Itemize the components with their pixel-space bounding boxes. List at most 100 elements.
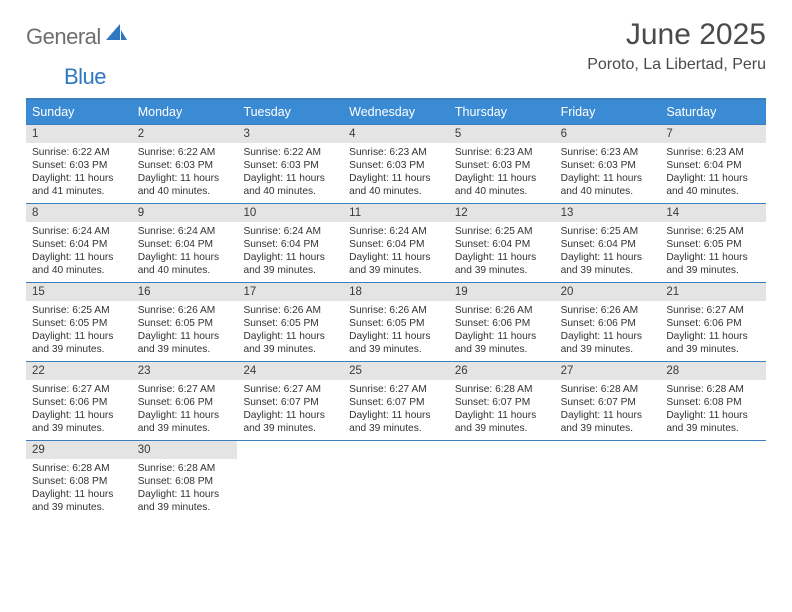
day-number: 18 — [343, 283, 449, 301]
day-number: 12 — [449, 204, 555, 222]
sunrise-text: Sunrise: 6:25 AM — [32, 304, 126, 317]
week-row: 22Sunrise: 6:27 AMSunset: 6:06 PMDayligh… — [26, 361, 766, 440]
day-body: Sunrise: 6:27 AMSunset: 6:06 PMDaylight:… — [132, 380, 238, 439]
day-number: 16 — [132, 283, 238, 301]
day-number: 15 — [26, 283, 132, 301]
sunset-text: Sunset: 6:06 PM — [138, 396, 232, 409]
daylight-line1: Daylight: 11 hours — [32, 409, 126, 422]
sunrise-text: Sunrise: 6:28 AM — [138, 462, 232, 475]
day-body: Sunrise: 6:24 AMSunset: 6:04 PMDaylight:… — [26, 222, 132, 281]
week-row: 29Sunrise: 6:28 AMSunset: 6:08 PMDayligh… — [26, 440, 766, 519]
day-number: 14 — [660, 204, 766, 222]
day-body: Sunrise: 6:25 AMSunset: 6:04 PMDaylight:… — [449, 222, 555, 281]
daylight-line2: and 40 minutes. — [243, 185, 337, 198]
day-cell: 2Sunrise: 6:22 AMSunset: 6:03 PMDaylight… — [132, 125, 238, 203]
daylight-line1: Daylight: 11 hours — [138, 330, 232, 343]
day-body: Sunrise: 6:26 AMSunset: 6:05 PMDaylight:… — [132, 301, 238, 360]
day-number: 10 — [237, 204, 343, 222]
sunset-text: Sunset: 6:04 PM — [561, 238, 655, 251]
sunset-text: Sunset: 6:03 PM — [32, 159, 126, 172]
day-body: Sunrise: 6:22 AMSunset: 6:03 PMDaylight:… — [132, 143, 238, 202]
daylight-line1: Daylight: 11 hours — [243, 330, 337, 343]
daylight-line2: and 39 minutes. — [138, 422, 232, 435]
daylight-line2: and 39 minutes. — [243, 264, 337, 277]
sunset-text: Sunset: 6:04 PM — [455, 238, 549, 251]
sunset-text: Sunset: 6:06 PM — [455, 317, 549, 330]
daylight-line2: and 39 minutes. — [666, 343, 760, 356]
sunset-text: Sunset: 6:07 PM — [561, 396, 655, 409]
day-cell: 14Sunrise: 6:25 AMSunset: 6:05 PMDayligh… — [660, 204, 766, 282]
day-number: 5 — [449, 125, 555, 143]
day-cell: 6Sunrise: 6:23 AMSunset: 6:03 PMDaylight… — [555, 125, 661, 203]
sunrise-text: Sunrise: 6:28 AM — [666, 383, 760, 396]
page: General June 2025 Poroto, La Libertad, P… — [0, 0, 792, 529]
day-cell: 10Sunrise: 6:24 AMSunset: 6:04 PMDayligh… — [237, 204, 343, 282]
sunset-text: Sunset: 6:06 PM — [32, 396, 126, 409]
daylight-line2: and 40 minutes. — [455, 185, 549, 198]
weeks-container: 1Sunrise: 6:22 AMSunset: 6:03 PMDaylight… — [26, 124, 766, 519]
sunset-text: Sunset: 6:07 PM — [455, 396, 549, 409]
daylight-line1: Daylight: 11 hours — [455, 251, 549, 264]
day-number: 3 — [237, 125, 343, 143]
daylight-line1: Daylight: 11 hours — [32, 330, 126, 343]
day-body: Sunrise: 6:26 AMSunset: 6:06 PMDaylight:… — [449, 301, 555, 360]
daylight-line2: and 39 minutes. — [243, 422, 337, 435]
sunset-text: Sunset: 6:05 PM — [243, 317, 337, 330]
sunrise-text: Sunrise: 6:23 AM — [666, 146, 760, 159]
brand-logo: General — [26, 18, 130, 50]
weekday-header: Sunday — [26, 100, 132, 124]
daylight-line2: and 39 minutes. — [32, 501, 126, 514]
daylight-line2: and 39 minutes. — [32, 343, 126, 356]
daylight-line1: Daylight: 11 hours — [243, 409, 337, 422]
daylight-line2: and 39 minutes. — [561, 422, 655, 435]
day-number: 11 — [343, 204, 449, 222]
day-number: 13 — [555, 204, 661, 222]
day-body: Sunrise: 6:27 AMSunset: 6:06 PMDaylight:… — [660, 301, 766, 360]
daylight-line1: Daylight: 11 hours — [455, 330, 549, 343]
day-body: Sunrise: 6:26 AMSunset: 6:06 PMDaylight:… — [555, 301, 661, 360]
weekday-header: Saturday — [660, 100, 766, 124]
daylight-line1: Daylight: 11 hours — [666, 409, 760, 422]
day-body: Sunrise: 6:25 AMSunset: 6:04 PMDaylight:… — [555, 222, 661, 281]
daylight-line2: and 39 minutes. — [32, 422, 126, 435]
sunrise-text: Sunrise: 6:28 AM — [455, 383, 549, 396]
month-title: June 2025 — [587, 18, 766, 52]
sunset-text: Sunset: 6:04 PM — [138, 238, 232, 251]
day-cell: 29Sunrise: 6:28 AMSunset: 6:08 PMDayligh… — [26, 441, 132, 519]
daylight-line1: Daylight: 11 hours — [138, 251, 232, 264]
weekday-header-row: SundayMondayTuesdayWednesdayThursdayFrid… — [26, 100, 766, 124]
daylight-line1: Daylight: 11 hours — [32, 488, 126, 501]
daylight-line2: and 40 minutes. — [561, 185, 655, 198]
daylight-line1: Daylight: 11 hours — [666, 330, 760, 343]
sunrise-text: Sunrise: 6:24 AM — [138, 225, 232, 238]
sunrise-text: Sunrise: 6:23 AM — [349, 146, 443, 159]
sunrise-text: Sunrise: 6:24 AM — [243, 225, 337, 238]
daylight-line1: Daylight: 11 hours — [455, 409, 549, 422]
day-cell: 26Sunrise: 6:28 AMSunset: 6:07 PMDayligh… — [449, 362, 555, 440]
sunrise-text: Sunrise: 6:26 AM — [243, 304, 337, 317]
day-body: Sunrise: 6:23 AMSunset: 6:03 PMDaylight:… — [555, 143, 661, 202]
daylight-line1: Daylight: 11 hours — [349, 172, 443, 185]
daylight-line2: and 39 minutes. — [349, 343, 443, 356]
weekday-header: Tuesday — [237, 100, 343, 124]
day-body: Sunrise: 6:26 AMSunset: 6:05 PMDaylight:… — [237, 301, 343, 360]
week-row: 15Sunrise: 6:25 AMSunset: 6:05 PMDayligh… — [26, 282, 766, 361]
day-number: 8 — [26, 204, 132, 222]
day-body: Sunrise: 6:28 AMSunset: 6:08 PMDaylight:… — [132, 459, 238, 518]
day-number: 7 — [660, 125, 766, 143]
day-cell: 7Sunrise: 6:23 AMSunset: 6:04 PMDaylight… — [660, 125, 766, 203]
day-number: 20 — [555, 283, 661, 301]
day-body: Sunrise: 6:25 AMSunset: 6:05 PMDaylight:… — [660, 222, 766, 281]
sunrise-text: Sunrise: 6:27 AM — [138, 383, 232, 396]
daylight-line1: Daylight: 11 hours — [32, 251, 126, 264]
day-body: Sunrise: 6:28 AMSunset: 6:07 PMDaylight:… — [449, 380, 555, 439]
daylight-line2: and 39 minutes. — [455, 264, 549, 277]
day-cell: 18Sunrise: 6:26 AMSunset: 6:05 PMDayligh… — [343, 283, 449, 361]
sunrise-text: Sunrise: 6:27 AM — [349, 383, 443, 396]
day-cell: 17Sunrise: 6:26 AMSunset: 6:05 PMDayligh… — [237, 283, 343, 361]
daylight-line1: Daylight: 11 hours — [561, 172, 655, 185]
day-cell: 19Sunrise: 6:26 AMSunset: 6:06 PMDayligh… — [449, 283, 555, 361]
day-cell: 25Sunrise: 6:27 AMSunset: 6:07 PMDayligh… — [343, 362, 449, 440]
day-body: Sunrise: 6:23 AMSunset: 6:04 PMDaylight:… — [660, 143, 766, 202]
day-cell: 24Sunrise: 6:27 AMSunset: 6:07 PMDayligh… — [237, 362, 343, 440]
